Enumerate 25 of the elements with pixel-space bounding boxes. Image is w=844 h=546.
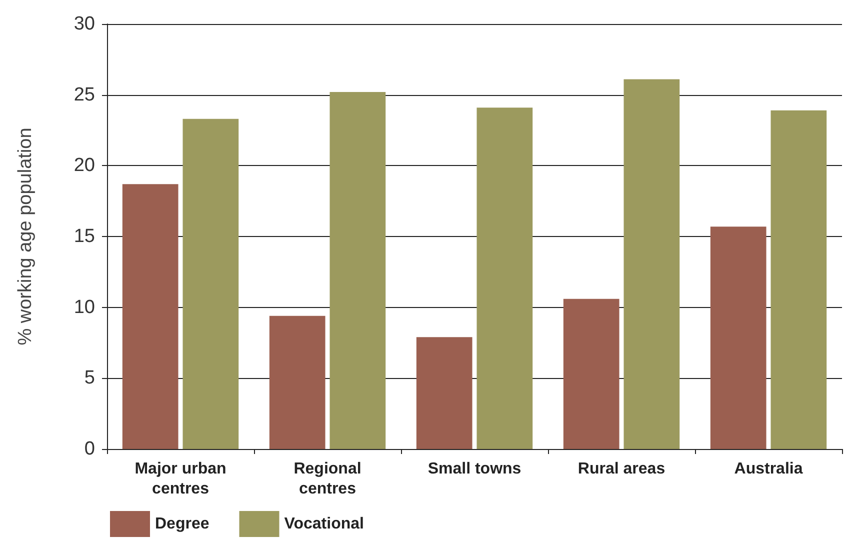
y-tick-label: 5 bbox=[84, 368, 95, 389]
y-tick-label: 15 bbox=[74, 226, 95, 247]
bar bbox=[269, 316, 326, 449]
y-tick-label: 30 bbox=[74, 14, 95, 34]
y-tick-label: 25 bbox=[74, 84, 95, 106]
x-tick-label: Australia bbox=[734, 460, 803, 478]
bar bbox=[624, 79, 680, 449]
bar bbox=[122, 184, 178, 449]
bar bbox=[710, 226, 766, 449]
y-axis-title: % working age population bbox=[15, 128, 36, 346]
legend-label: Vocational bbox=[284, 516, 364, 532]
x-tick-label: Major urban centres bbox=[134, 460, 226, 498]
x-tick-label: Small towns bbox=[428, 460, 522, 478]
x-tick-label: Rural areas bbox=[578, 460, 666, 478]
legend-label: Degree bbox=[155, 516, 210, 532]
bar bbox=[476, 108, 533, 449]
bar bbox=[770, 110, 827, 449]
bar bbox=[330, 92, 386, 449]
bar bbox=[416, 337, 472, 449]
y-tick-label: 20 bbox=[74, 155, 95, 176]
bar bbox=[182, 118, 239, 449]
y-tick-label: 10 bbox=[74, 296, 95, 318]
y-tick-label: 0 bbox=[84, 438, 95, 460]
x-tick-label: Regional centres bbox=[294, 460, 362, 498]
bar bbox=[563, 298, 620, 449]
